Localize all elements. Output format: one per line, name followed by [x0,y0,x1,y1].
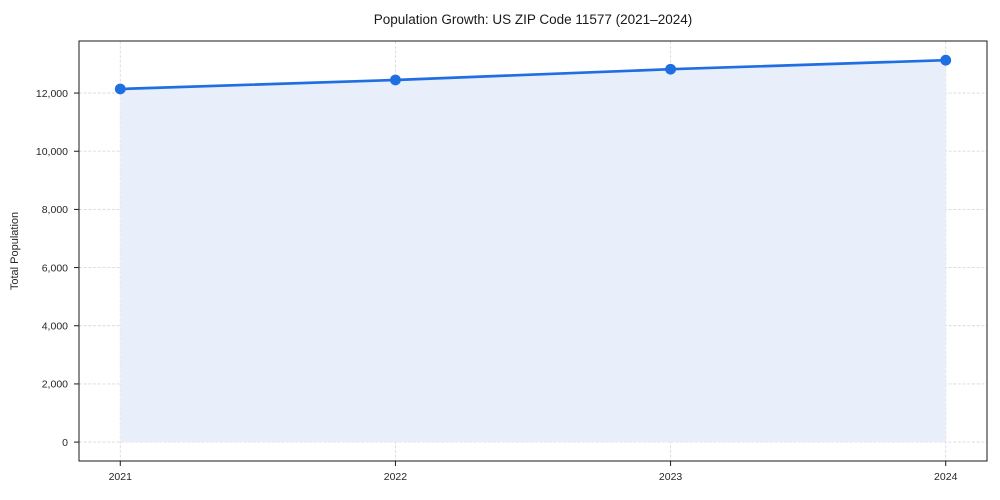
data-point-marker [940,54,952,66]
y-tick-label: 2,000 [42,379,68,391]
x-tick-label: 2021 [109,471,133,483]
population-line [118,58,948,91]
y-tick-label: 4,000 [42,321,68,333]
area-layer [120,60,946,443]
plot-border [78,40,988,462]
data-point-marker [390,74,401,86]
data-point-marker [114,83,126,95]
area-fill [120,60,946,443]
x-tick-label: 2022 [384,471,408,483]
line-layer [114,54,952,95]
x-tick-label: 2024 [934,471,958,483]
y-tick-label: 6,000 [42,262,68,274]
y-tick-label: 10,000 [36,146,68,158]
y-tick-label: 12,000 [36,88,68,100]
x-tick-label: 2023 [659,471,683,483]
y-axis-label: Total Population [9,212,21,290]
axis-layer: 0 2,000 4,000 6,000 8,000 10,000 12,000 2021 202… [36,40,988,483]
data-point-marker [665,63,676,75]
chart-title: Population Growth: US ZIP Code 11577 (20… [374,12,692,27]
y-tick-label: 0 [62,437,68,449]
y-tick-label: 8,000 [42,204,68,216]
